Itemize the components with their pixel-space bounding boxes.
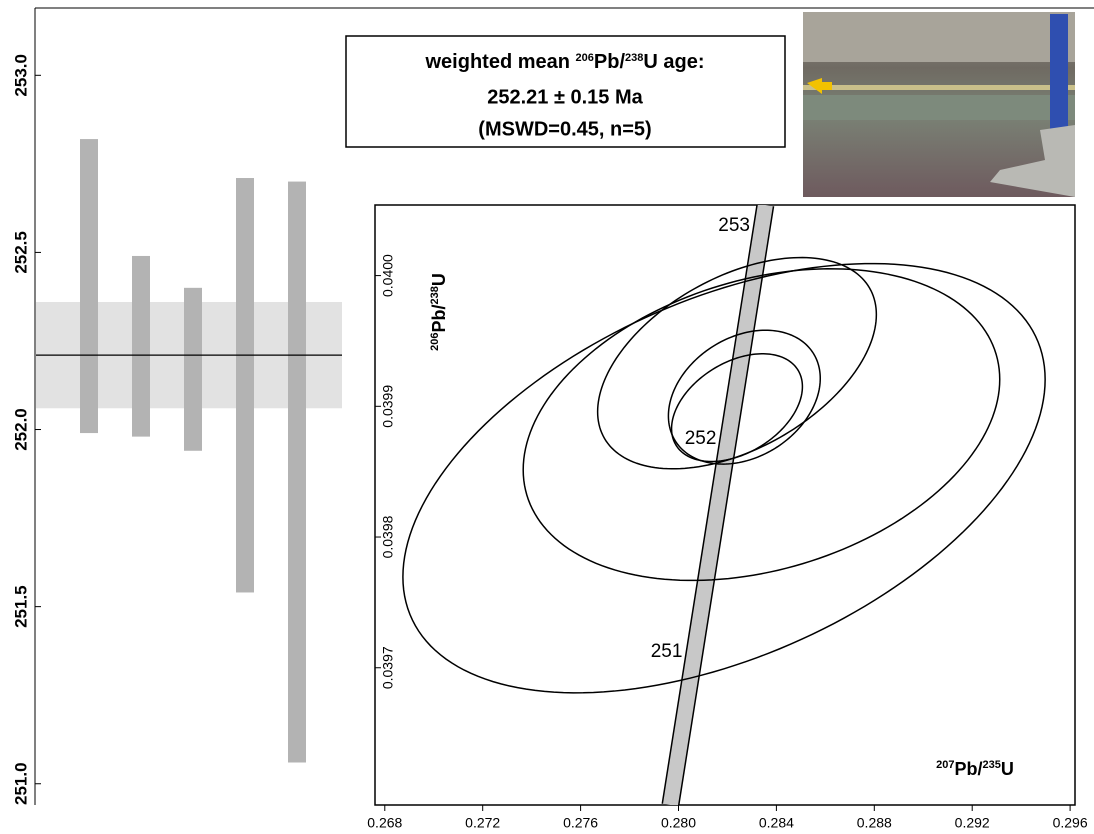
x-tick-label: 0.284 — [759, 815, 794, 831]
y-tick-label: 0.0399 — [380, 385, 396, 428]
annotation-superscript: 206 — [576, 52, 594, 64]
axis-superscript: 235 — [983, 759, 1001, 771]
age-bar — [132, 256, 150, 437]
age-bar — [236, 178, 254, 592]
annotation-line: (MSWD=0.45, n=5) — [478, 118, 651, 140]
annotation-line: weighted mean 206Pb/238U age: — [425, 51, 705, 73]
axis-text: Pb/ — [429, 304, 449, 332]
x-tick-label: 0.280 — [661, 815, 696, 831]
y-tick-label: 251.5 — [11, 585, 30, 628]
annotation-box: weighted mean 206Pb/238U age: 252.21 ± 0… — [346, 36, 785, 147]
axis-text: U — [429, 273, 449, 286]
x-tick-label: 0.288 — [857, 815, 892, 831]
y-axis-label: 206Pb/238U — [429, 273, 449, 351]
axis-superscript: 206 — [429, 333, 441, 351]
age-bar — [80, 139, 98, 433]
y-tick-label: 0.0397 — [380, 646, 396, 689]
y-tick-label: 251.0 — [11, 762, 30, 805]
x-tick-label: 0.268 — [367, 815, 402, 831]
annotation-text: weighted mean — [425, 51, 576, 73]
x-tick-label: 0.292 — [955, 815, 990, 831]
error-ellipse — [523, 269, 1000, 581]
outcrop-photo — [803, 12, 1075, 197]
axis-superscript: 207 — [936, 759, 954, 771]
y-tick-label: 0.0400 — [380, 254, 396, 297]
y-tick-label: 0.0398 — [380, 515, 396, 558]
age-bar — [288, 182, 306, 763]
axis-text: Pb/ — [954, 759, 982, 779]
x-axis-label: 207Pb/235U — [936, 759, 1014, 779]
age-label: 253 — [718, 215, 750, 236]
x-tick-label: 0.296 — [1053, 815, 1088, 831]
figure: weighted mean 206Pb/238U age: 252.21 ± 0… — [0, 0, 1094, 834]
x-tick-label: 0.272 — [465, 815, 500, 831]
axis-text: U — [1001, 759, 1014, 779]
y-tick-label: 252.0 — [11, 408, 30, 451]
annotation-text: Pb/ — [594, 51, 626, 73]
plot-area: 251 252 253 — [403, 205, 1045, 805]
y-tick-label: 252.5 — [11, 231, 30, 274]
axis-superscript: 238 — [429, 286, 441, 304]
age-label: 251 — [651, 641, 683, 662]
annotation-superscript: 238 — [625, 52, 643, 64]
y-tick-label: 253.0 — [11, 54, 30, 97]
annotation-line: 252.21 ± 0.15 Ma — [487, 86, 643, 108]
x-tick-label: 0.276 — [563, 815, 598, 831]
age-bar — [184, 288, 202, 451]
annotation-text: U age: — [643, 51, 704, 73]
age-label: 252 — [685, 428, 717, 449]
